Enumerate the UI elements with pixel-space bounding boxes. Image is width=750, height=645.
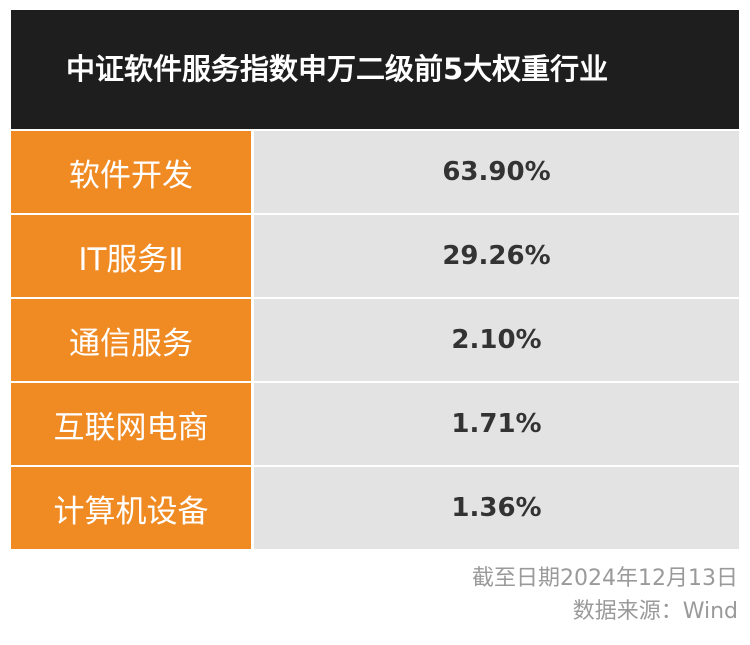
table-row: 互联网电商 1.71% — [11, 383, 739, 465]
category-cell: 计算机设备 — [11, 467, 251, 549]
value-cell: 29.26% — [254, 215, 739, 297]
footer-notes: 截至日期2024年12月13日 数据来源：Wind — [472, 562, 738, 628]
source-note: 数据来源：Wind — [572, 599, 738, 624]
chart-title: 中证软件服务指数申万二级前5大权重行业 — [66, 52, 609, 86]
cell-divider — [251, 299, 254, 381]
category-cell: 软件开发 — [11, 131, 251, 213]
cell-divider — [251, 215, 254, 297]
category-cell: 互联网电商 — [11, 383, 251, 465]
cell-divider — [251, 383, 254, 465]
value-cell: 1.71% — [254, 383, 739, 465]
category-cell: 通信服务 — [11, 299, 251, 381]
date-note: 截至日期2024年12月13日 — [472, 566, 738, 591]
table-header: 中证软件服务指数申万二级前5大权重行业 — [11, 10, 739, 129]
table-row: IT服务Ⅱ 29.26% — [11, 215, 739, 297]
cell-divider — [251, 131, 254, 213]
table-row: 通信服务 2.10% — [11, 299, 739, 381]
table-row: 软件开发 63.90% — [11, 131, 739, 213]
value-cell: 2.10% — [254, 299, 739, 381]
value-cell: 63.90% — [254, 131, 739, 213]
value-cell: 1.36% — [254, 467, 739, 549]
table-row: 计算机设备 1.36% — [11, 467, 739, 549]
weights-table: 软件开发 63.90% IT服务Ⅱ 29.26% 通信服务 2.10% 互联网电… — [11, 131, 739, 551]
cell-divider — [251, 467, 254, 549]
category-cell: IT服务Ⅱ — [11, 215, 251, 297]
